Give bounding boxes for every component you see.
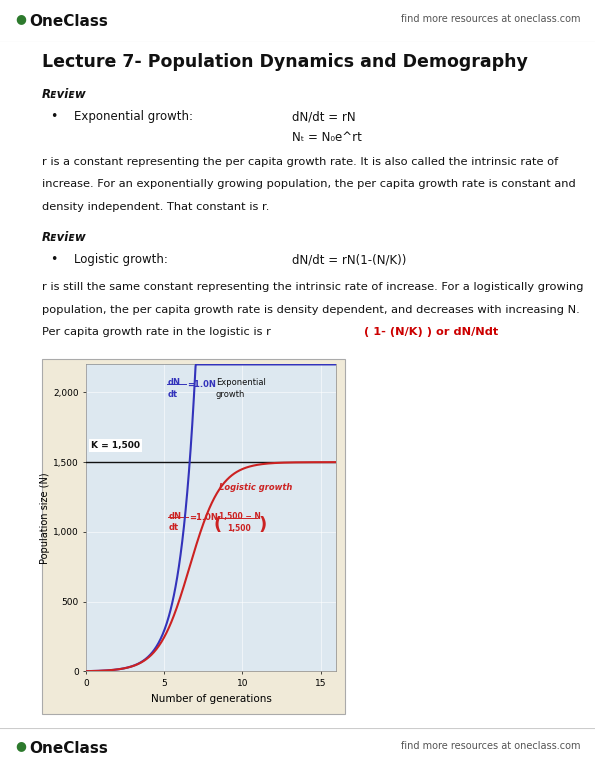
Y-axis label: Population size (N): Population size (N): [40, 472, 50, 564]
Text: Exponential growth:: Exponential growth:: [74, 110, 193, 123]
Text: find more resources at oneclass.com: find more resources at oneclass.com: [400, 742, 580, 752]
Text: dt: dt: [169, 523, 179, 532]
Text: Rᴇviᴇw: Rᴇviᴇw: [42, 232, 86, 245]
Text: =1.0N: =1.0N: [189, 514, 218, 523]
Text: Nₜ = N₀e^rt: Nₜ = N₀e^rt: [292, 131, 361, 144]
Text: dN: dN: [168, 378, 180, 387]
Text: density independent. That constant is r.: density independent. That constant is r.: [42, 202, 269, 212]
Text: 1,500 − N: 1,500 − N: [219, 512, 261, 521]
Text: increase. For an exponentially growing population, the per capita growth rate is: increase. For an exponentially growing p…: [42, 179, 575, 189]
Text: Logistic growth:: Logistic growth:: [74, 253, 168, 266]
Text: ( 1- (N/K) ) or dN/Ndt: ( 1- (N/K) ) or dN/Ndt: [360, 327, 498, 337]
Text: ●: ●: [15, 12, 26, 25]
Text: dN/dt = rN: dN/dt = rN: [292, 110, 355, 123]
Text: r is a constant representing the per capita growth rate. It is also called the i: r is a constant representing the per cap…: [42, 157, 558, 167]
X-axis label: Number of generations: Number of generations: [151, 694, 272, 704]
Text: find more resources at oneclass.com: find more resources at oneclass.com: [400, 14, 580, 24]
Text: Rᴇviᴇw: Rᴇviᴇw: [42, 89, 86, 102]
Text: (: (: [214, 516, 222, 534]
Text: Logistic growth: Logistic growth: [219, 483, 292, 492]
Text: •: •: [51, 253, 58, 266]
Text: ): ): [258, 516, 267, 534]
Text: growth: growth: [216, 390, 245, 399]
Text: Per capita growth rate in the logistic is r: Per capita growth rate in the logistic i…: [42, 327, 271, 337]
FancyBboxPatch shape: [42, 359, 345, 714]
Text: dN/dt = rN(1-(N/K)): dN/dt = rN(1-(N/K)): [292, 253, 406, 266]
Text: K = 1,500: K = 1,500: [91, 441, 140, 450]
Text: •: •: [51, 110, 58, 123]
Text: =1.0N: =1.0N: [187, 380, 216, 389]
Text: OneClass: OneClass: [30, 742, 109, 756]
Text: 1,500: 1,500: [227, 524, 250, 533]
Text: OneClass: OneClass: [30, 14, 109, 28]
Text: population, the per capita growth rate is density dependent, and decreases with : population, the per capita growth rate i…: [42, 305, 580, 315]
Text: dN: dN: [169, 512, 182, 521]
Text: r is still the same constant representing the intrinsic rate of increase. For a : r is still the same constant representin…: [42, 283, 583, 292]
Text: Lecture 7- Population Dynamics and Demography: Lecture 7- Population Dynamics and Demog…: [42, 52, 528, 71]
Text: ●: ●: [15, 739, 26, 752]
Text: Exponential: Exponential: [216, 378, 266, 387]
Text: dt: dt: [168, 390, 178, 399]
